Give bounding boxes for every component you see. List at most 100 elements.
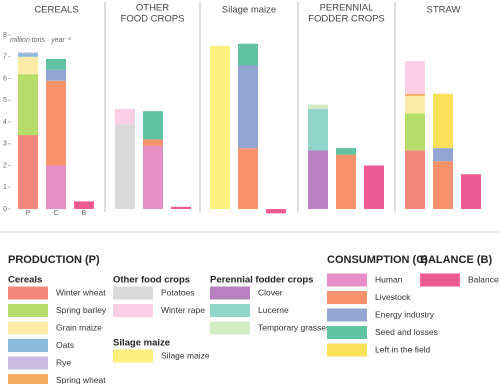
bar-segment — [18, 56, 38, 75]
bar-segment — [143, 111, 163, 140]
legend-label: Oats — [56, 340, 74, 350]
legend-label: Silage maize — [161, 350, 210, 360]
y-tick-label: 1 — [3, 184, 7, 191]
legend-swatch — [8, 356, 48, 370]
legend-label: Grain maize — [56, 322, 102, 332]
bar-segment — [364, 165, 384, 210]
bar-segment — [46, 69, 66, 81]
bar-segment — [115, 108, 135, 125]
panel-title: PERENNIAL — [320, 3, 374, 14]
legend-label: Livestock — [375, 292, 411, 302]
legend-label: Potatoes — [161, 287, 195, 297]
y-tick-label: 3 — [3, 141, 7, 148]
bar-segment — [74, 201, 94, 210]
bar-segment — [308, 104, 328, 109]
y-tick-label: 7 — [3, 54, 7, 61]
legend-swatch — [210, 321, 250, 335]
panel-title: CEREALS — [34, 5, 78, 16]
legend-swatch — [8, 321, 48, 335]
legend-label: Left in the field — [375, 344, 431, 354]
bar-segment — [238, 65, 258, 149]
legend-swatch — [8, 304, 48, 317]
bar-segment — [115, 124, 135, 210]
legend-swatch — [327, 273, 367, 287]
bar-segment — [18, 135, 38, 210]
legend-label: Energy industry — [375, 309, 435, 319]
bar-segment — [336, 154, 356, 210]
legend-label: Spring wheat — [56, 375, 106, 384]
bar-label: C — [53, 210, 58, 217]
bar-segment — [405, 150, 425, 210]
bar-segment — [433, 161, 453, 210]
y-tick-label: 4 — [3, 119, 7, 126]
panel-title: STRAW — [427, 5, 461, 16]
legend-swatch — [113, 286, 153, 300]
panel-title: OTHER — [136, 3, 169, 14]
bar-segment — [18, 74, 38, 136]
bar-segment — [143, 139, 163, 146]
legend-label: Seed and losses — [375, 327, 438, 337]
legend-swatch — [420, 273, 460, 287]
bar-segment — [46, 58, 66, 70]
legend-label: Rye — [56, 357, 71, 367]
panel-title: FODDER CROPS — [308, 14, 385, 25]
legend-swatch — [210, 304, 250, 317]
bar-segment — [405, 95, 425, 114]
bar-segment — [336, 148, 356, 155]
legend-group-title: PRODUCTION (P) — [8, 254, 100, 266]
legend-swatch — [8, 374, 48, 384]
legend-swatch — [327, 291, 367, 304]
legend-label: Spring barley — [56, 305, 107, 315]
bar-segment — [433, 93, 453, 149]
bar-segment — [461, 174, 481, 210]
y-tick-label: 5 — [3, 97, 7, 104]
legend-subgroup-title: Cereals — [8, 275, 42, 286]
bar-segment — [18, 52, 38, 54]
bar-segment — [210, 45, 230, 210]
bar-segment — [308, 150, 328, 210]
legend-label: Temporary grasses — [258, 322, 330, 332]
bar-segment — [308, 108, 328, 151]
y-tick-label: 0 — [3, 206, 7, 213]
legend-swatch — [327, 343, 367, 357]
legend-swatch — [8, 286, 48, 300]
y-tick-label: 6 — [3, 75, 7, 82]
legend-swatch — [113, 349, 153, 363]
bar-segment — [433, 148, 453, 162]
bar-segment — [405, 93, 425, 96]
bar-label: P — [26, 210, 31, 217]
y-unit: million tons · year⁻¹ — [10, 37, 72, 44]
legend-subgroup-title: Other food crops — [113, 275, 190, 286]
panel-title: FOOD CROPS — [121, 14, 185, 25]
legend-label: Winter rape — [161, 305, 205, 315]
y-tick-label: 8 — [3, 32, 7, 39]
legend-label: Human — [375, 274, 403, 284]
y-tick-label: 2 — [3, 162, 7, 169]
bar-segment — [405, 113, 425, 151]
bar-segment — [266, 209, 286, 214]
panel-title: Silage maize — [222, 5, 276, 16]
legend-label: Balance — [468, 274, 499, 284]
bar-label: B — [82, 210, 87, 217]
bar-segment — [46, 165, 66, 210]
bar-segment — [238, 43, 258, 66]
bar-segment — [46, 80, 66, 166]
legend-label: Winter wheat — [56, 287, 106, 297]
legend-swatch — [113, 304, 153, 317]
legend-swatch — [327, 308, 367, 322]
legend-label: Lucerne — [258, 305, 289, 315]
bar-segment — [171, 206, 191, 210]
legend-subgroup-title: Perennial fodder crops — [210, 275, 313, 286]
bar-segment — [18, 53, 38, 57]
legend-swatch — [8, 339, 48, 352]
legend-subgroup-title: Silage maize — [113, 338, 170, 349]
legend-label: Clover — [258, 287, 283, 297]
legend-group-title: BALANCE (B) — [420, 254, 492, 266]
bar-segment — [405, 61, 425, 94]
bar-segment — [143, 145, 163, 210]
legend-swatch — [210, 286, 250, 300]
legend-group-title: CONSUMPTION (C) — [327, 254, 428, 266]
bar-segment — [238, 148, 258, 210]
legend-swatch — [327, 326, 367, 339]
